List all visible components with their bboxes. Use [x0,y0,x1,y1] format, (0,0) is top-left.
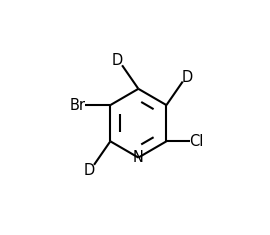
Text: Cl: Cl [189,134,204,149]
Text: D: D [182,70,193,85]
Text: D: D [112,53,123,68]
Text: Br: Br [70,98,86,113]
Text: N: N [133,150,144,165]
Text: D: D [84,163,95,178]
